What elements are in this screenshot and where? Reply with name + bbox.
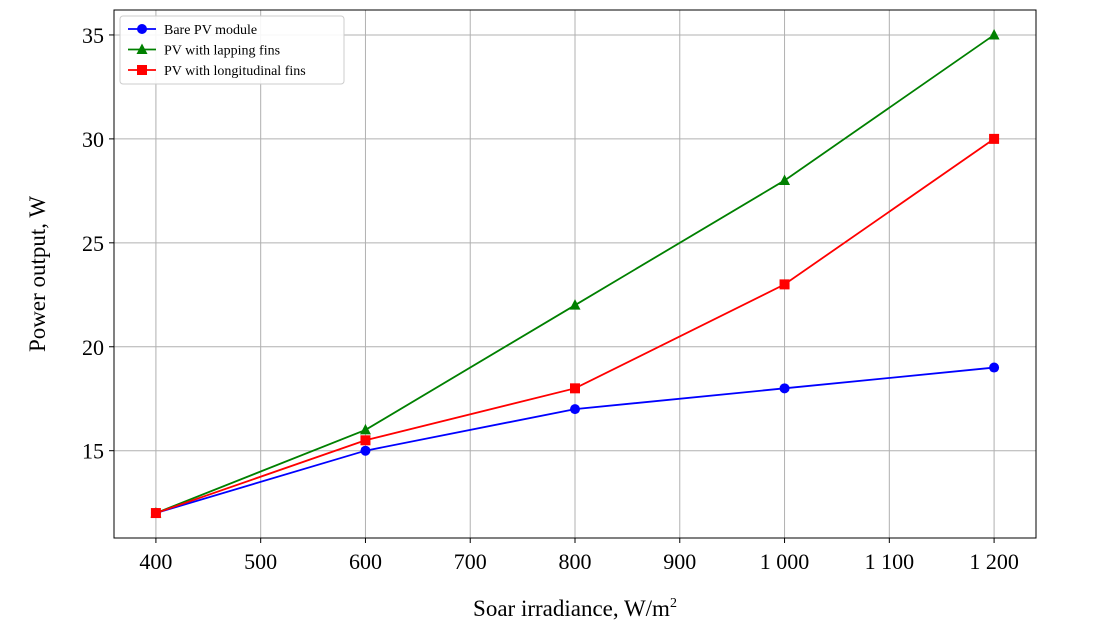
y-axis-label: Power output, W [25,196,50,352]
legend-label: PV with lapping fins [164,44,280,59]
x-tick-label: 1 200 [969,549,1019,574]
y-tick-label: 25 [82,231,104,256]
y-tick-label: 30 [82,127,104,152]
legend-label: Bare PV module [164,23,257,38]
x-tick-label: 500 [244,549,277,574]
legend-item: PV with longitudinal fins [128,64,306,79]
legend-marker [137,65,147,75]
x-tick-label: 700 [454,549,487,574]
y-tick-label: 20 [82,335,104,360]
legend-item: PV with lapping fins [128,43,280,59]
x-axis-label: Soar irradiance, W/m2 [473,596,677,621]
x-tick-label: 400 [139,549,172,574]
data-point [570,404,580,415]
x-tick-label: 800 [559,549,592,574]
legend-marker [136,43,148,54]
data-point [359,423,371,435]
data-point [989,133,1000,144]
legend-label: PV with longitudinal fins [164,64,306,79]
data-point [570,383,580,394]
series-layer [150,28,1000,519]
data-point [779,383,790,394]
legend-item: Bare PV module [128,23,257,38]
data-point [988,28,1000,40]
legend: Bare PV module PV with lapping fins PV wit… [119,15,345,85]
series-3 [150,133,1000,519]
data-point [150,508,161,519]
legend-frame [119,15,345,85]
y-tick-label: 35 [82,23,104,48]
axis-ticks: 400 500 600 700 800 900 1 000 1 100 1 200 15 20 25 3… [82,23,1019,574]
x-tick-label: 1 000 [760,549,810,574]
data-point [360,445,371,456]
legend-marker [137,24,147,34]
data-point [360,435,371,446]
grid [114,10,1036,538]
x-tick-label: 900 [663,549,696,574]
data-point [569,299,581,310]
x-axis-label-superscript: 2 [670,596,677,611]
y-tick-label: 15 [82,439,104,464]
data-point [779,279,790,290]
x-tick-label: 600 [349,549,382,574]
data-point [989,362,1000,373]
x-tick-label: 1 100 [865,549,915,574]
data-point [779,174,791,185]
